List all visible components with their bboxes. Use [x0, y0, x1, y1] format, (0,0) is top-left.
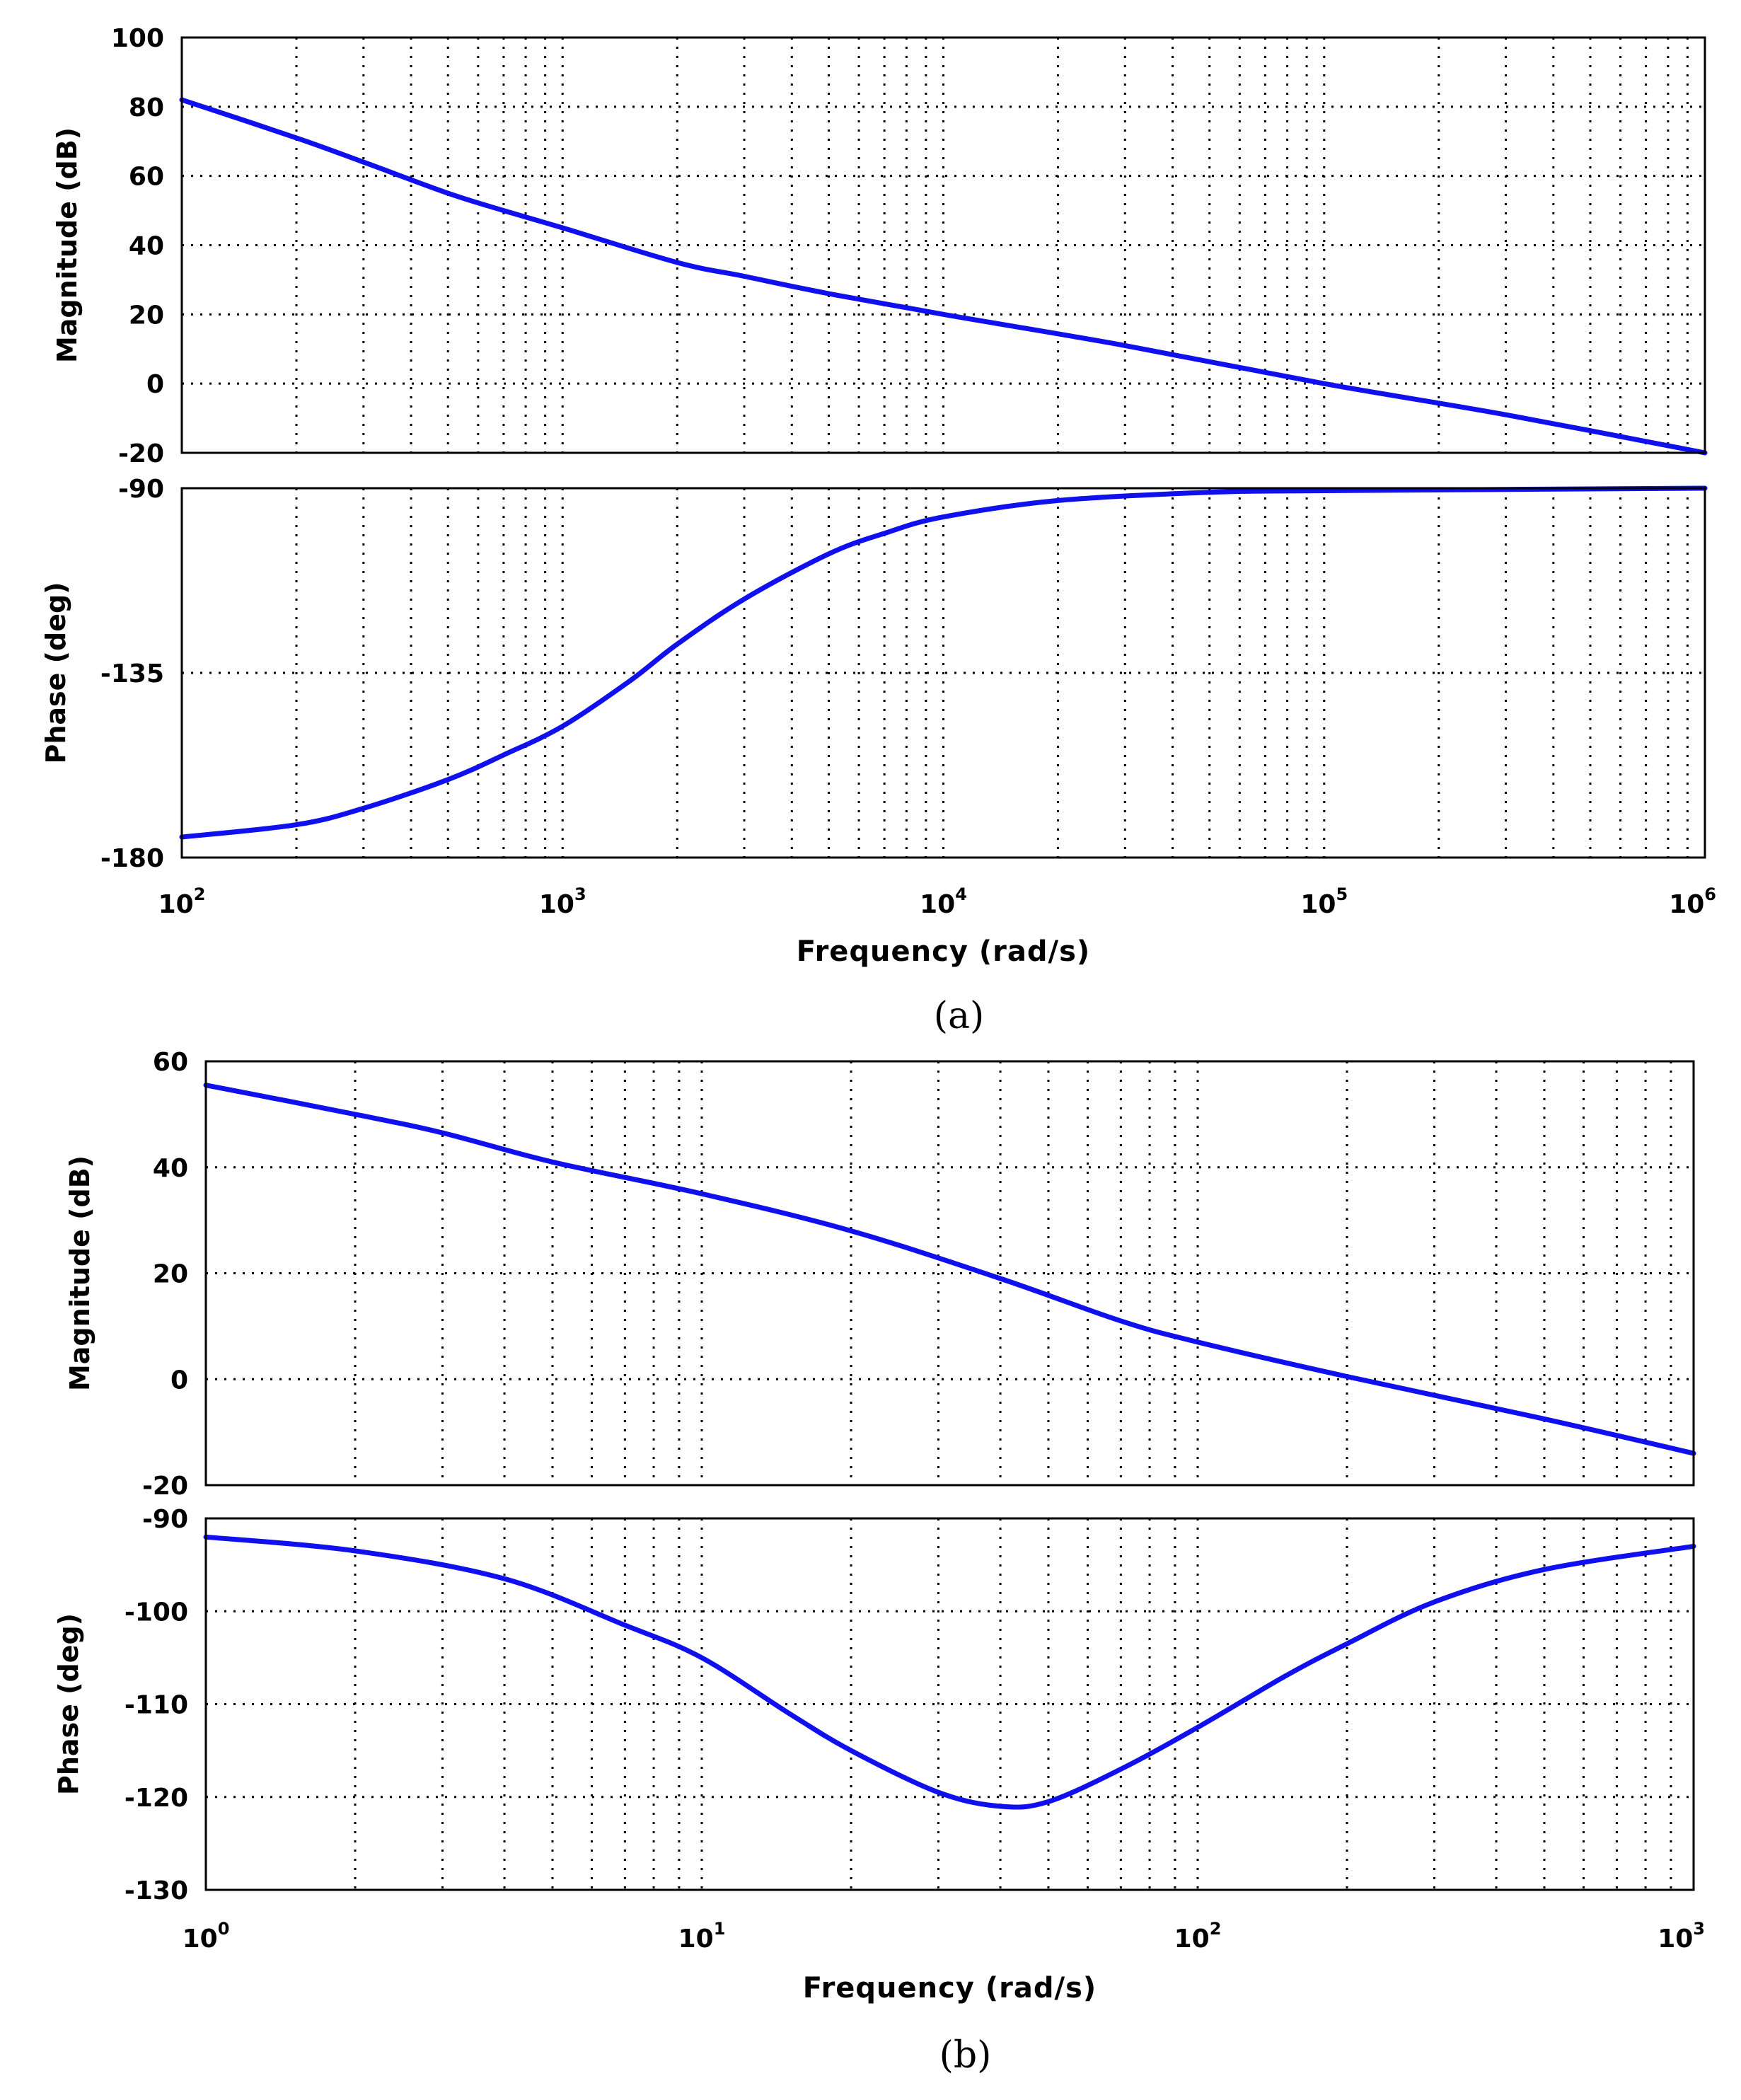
b-mag-ytick-label: -20 — [142, 1472, 188, 1501]
b-xtick-exponent: 1 — [714, 1919, 726, 1939]
b-phase-line — [203, 1534, 1696, 1810]
b-magnitude-axes — [204, 1060, 1695, 1487]
a-mag-ytick-label: 100 — [111, 24, 164, 53]
a-phase-ytick-label: -180 — [100, 844, 164, 873]
a-xtick-label: 105 — [1300, 884, 1348, 919]
a-xtick-base: 10 — [1300, 890, 1336, 919]
a-gridlines — [182, 38, 1705, 858]
a-xtick-label: 104 — [920, 884, 967, 919]
a-xlabel: Frequency (rad/s) — [797, 935, 1090, 968]
b-phase-ytick-label: -100 — [125, 1598, 188, 1627]
b-xtick-exponent: 2 — [1210, 1919, 1222, 1939]
b-xlabel: Frequency (rad/s) — [803, 1972, 1097, 2004]
a-xtick-exponent: 5 — [1336, 884, 1348, 904]
a-phase-line — [179, 485, 1708, 840]
b-mag-ytick-label: 60 — [153, 1048, 188, 1077]
a-xtick-label: 102 — [158, 884, 206, 919]
a-caption: (a) — [934, 995, 985, 1037]
a-xtick-base: 10 — [539, 890, 574, 919]
b-xtick-base: 10 — [678, 1925, 714, 1954]
a-xtick-base: 10 — [1669, 890, 1704, 919]
b-phase-ylabel: Phase (deg) — [53, 1613, 84, 1795]
b-mag-ytick-label: 0 — [170, 1366, 188, 1395]
a-mag-ytick-label: 20 — [129, 301, 164, 330]
b-xtick-base: 10 — [1174, 1925, 1210, 1954]
a-magnitude-axes — [180, 36, 1706, 454]
b-phase-ytick-label: -110 — [125, 1691, 188, 1720]
b-magnitude-ylabel: Magnitude (dB) — [64, 1155, 96, 1391]
b-xtick-label: 103 — [1658, 1919, 1705, 1954]
a-mag-ytick-label: 0 — [146, 370, 164, 399]
a-phase-ytick-label: -90 — [118, 475, 164, 504]
b-magnitude-line — [203, 1083, 1696, 1456]
b-xtick-label: 100 — [183, 1919, 230, 1954]
a-mag-ytick-label: 60 — [129, 163, 164, 192]
a-xtick-exponent: 6 — [1704, 884, 1716, 904]
a-xtick-label: 106 — [1669, 884, 1716, 919]
b-xtick-exponent: 3 — [1693, 1919, 1705, 1939]
b-mag-ytick-label: 40 — [153, 1154, 188, 1183]
a-phase-ytick-label: -135 — [100, 659, 164, 688]
b-xtick-base: 10 — [183, 1925, 218, 1954]
a-xtick-base: 10 — [158, 890, 194, 919]
a-xtick-label: 103 — [539, 884, 586, 919]
b-caption: (b) — [939, 2034, 992, 2077]
b-phase-ytick-label: -120 — [125, 1784, 188, 1813]
a-xtick-exponent: 3 — [574, 884, 586, 904]
a-magnitude-line — [179, 97, 1708, 456]
b-phase-ytick-label: -90 — [142, 1505, 188, 1534]
b-gridlines — [206, 1061, 1694, 1890]
a-xtick-base: 10 — [920, 890, 955, 919]
a-xtick-exponent: 4 — [955, 884, 967, 904]
a-mag-ytick-label: -20 — [118, 439, 164, 468]
a-magnitude-ylabel: Magnitude (dB) — [52, 127, 83, 363]
b-phase-axes — [204, 1517, 1695, 1891]
a-phase-axes — [180, 487, 1706, 859]
a-xtick-exponent: 2 — [194, 884, 206, 904]
b-xtick-label: 101 — [678, 1919, 726, 1954]
b-xtick-label: 102 — [1174, 1919, 1222, 1954]
b-xtick-base: 10 — [1658, 1925, 1693, 1954]
b-xtick-exponent: 0 — [218, 1919, 230, 1939]
b-phase-ytick-label: -130 — [125, 1876, 188, 1905]
a-mag-ytick-label: 80 — [129, 93, 164, 122]
b-mag-ytick-label: 20 — [153, 1260, 188, 1289]
a-mag-ytick-label: 40 — [129, 232, 164, 261]
a-phase-ylabel: Phase (deg) — [40, 582, 71, 763]
